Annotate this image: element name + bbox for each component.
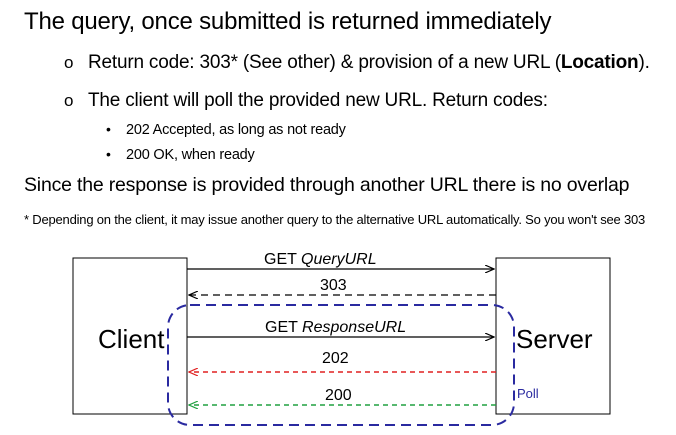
bullet-icon: • [106, 121, 111, 137]
message-get-query-url-label: GET QueryURL [264, 251, 377, 268]
message-200-label: 200 [325, 387, 352, 404]
point-text-end: ). [638, 52, 650, 73]
statement: Since the response is provided through a… [24, 174, 630, 196]
message-get-response-url-label: GET ResponseURL [265, 319, 406, 336]
bullet-icon: • [106, 146, 111, 162]
client-label: Client [98, 324, 165, 354]
point-text: The client will poll the provided new UR… [88, 90, 548, 111]
location-header-label: Location [560, 52, 639, 73]
client-box [72, 257, 188, 415]
subpoint-200: • 200 OK, when ready [106, 146, 255, 163]
footnote: * Depending on the client, it may issue … [24, 212, 646, 227]
server-label: Server [516, 324, 593, 354]
message-202-label: 202 [322, 350, 349, 367]
point-text: Return code: 303* (See other) & provisio… [88, 52, 561, 73]
poll-loop [167, 304, 515, 426]
slide-title: The query, once submitted is returned im… [24, 8, 552, 35]
point-polling: o The client will poll the provided new U… [64, 90, 548, 112]
hollow-bullet-icon: o [64, 91, 74, 110]
subpoint-text: 200 OK, when ready [126, 147, 255, 163]
hollow-bullet-icon: o [64, 53, 74, 72]
point-return-code: o Return code: 303* (See other) & provisi… [64, 52, 650, 74]
server-box [495, 257, 611, 415]
poll-label: Poll [517, 386, 539, 401]
subpoint-202: • 202 Accepted, as long as not ready [106, 121, 346, 138]
subpoint-text: 202 Accepted, as long as not ready [126, 122, 346, 138]
message-303-label: 303 [320, 277, 347, 294]
